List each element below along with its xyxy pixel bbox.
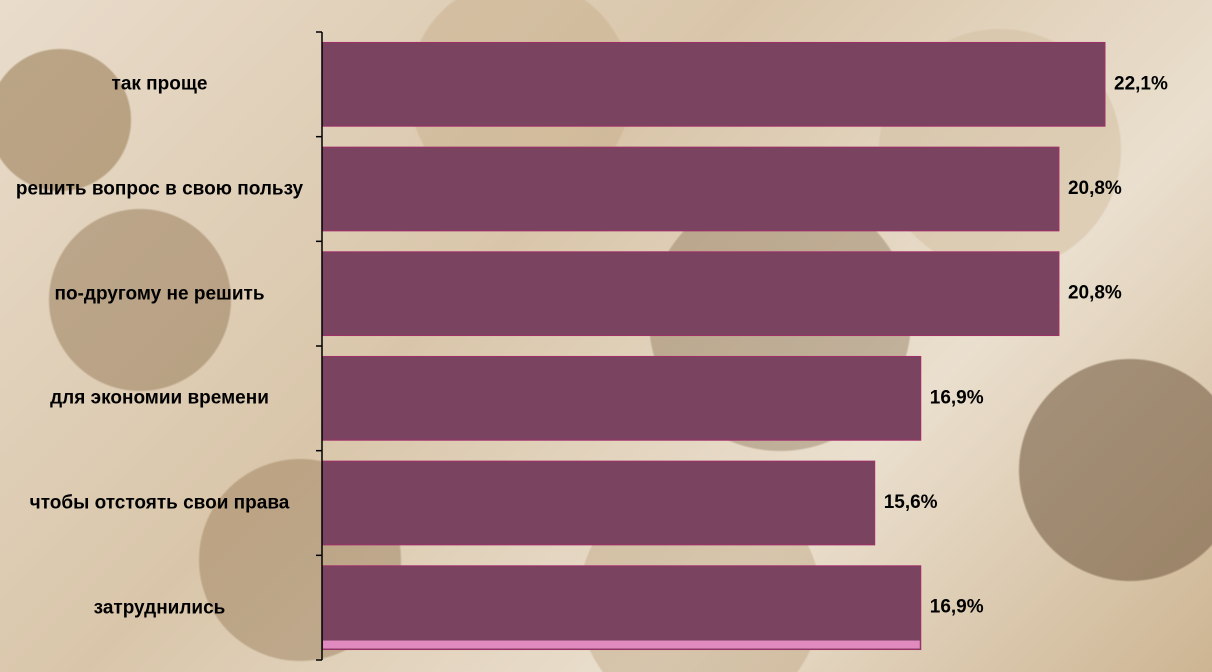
category-label: чтобы отстоять свои права xyxy=(29,492,290,514)
value-label: 16,9% xyxy=(930,387,984,408)
bar-shadow xyxy=(323,640,920,649)
value-label: 20,8% xyxy=(1068,283,1122,304)
value-label: 20,8% xyxy=(1068,178,1122,199)
category-label: для экономии времени xyxy=(50,387,269,409)
category-label: решить вопрос в свою пользу xyxy=(15,178,304,200)
bar xyxy=(321,565,922,651)
value-label: 15,6% xyxy=(884,492,938,513)
bar xyxy=(321,146,1060,232)
category-label: так проще xyxy=(111,73,208,95)
value-label: 22,1% xyxy=(1114,73,1168,94)
category-label: по-другому не решить xyxy=(54,283,265,305)
bar xyxy=(321,355,922,441)
bar xyxy=(321,460,876,546)
bar xyxy=(321,251,1060,337)
bar xyxy=(321,41,1106,127)
value-label: 16,9% xyxy=(930,597,984,618)
category-label: затруднились xyxy=(93,597,226,619)
